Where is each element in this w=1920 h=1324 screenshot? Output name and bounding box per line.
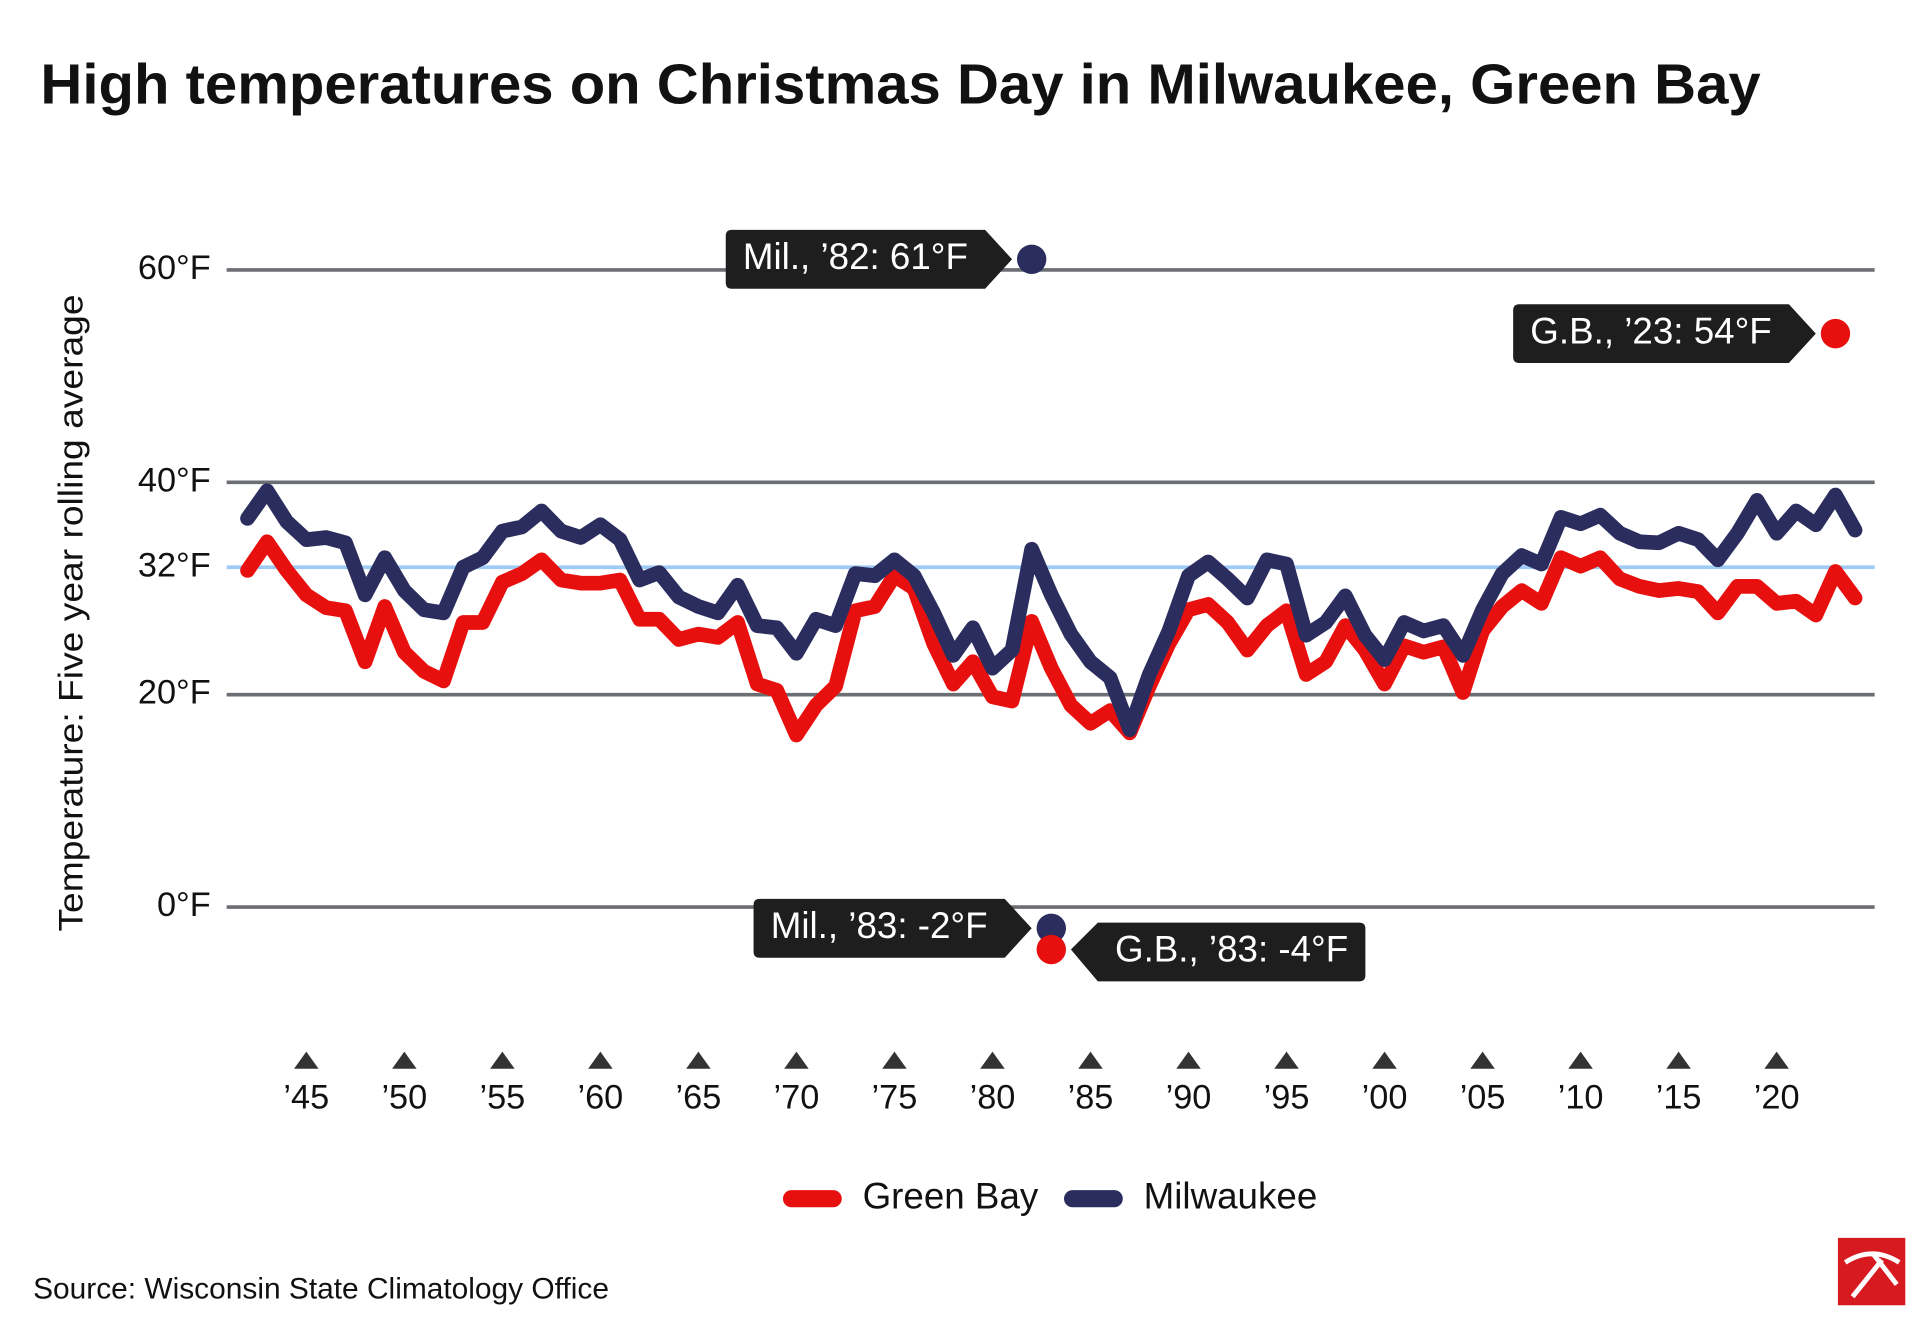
legend: Green Bay Milwaukee bbox=[782, 1175, 1318, 1216]
x-tick-mark bbox=[1568, 1051, 1593, 1069]
series-line bbox=[240, 483, 1863, 738]
x-tick-label: ’50 bbox=[381, 1078, 427, 1116]
x-tick-label: ’20 bbox=[1754, 1078, 1800, 1116]
x-tick-label: ’75 bbox=[872, 1078, 918, 1116]
series-line bbox=[240, 534, 1863, 743]
legend-label: Milwaukee bbox=[1144, 1175, 1318, 1216]
x-tick-label: ’05 bbox=[1460, 1078, 1506, 1116]
x-tick-label: ’90 bbox=[1166, 1078, 1212, 1116]
x-tick-mark bbox=[882, 1051, 907, 1069]
x-tick-mark bbox=[686, 1051, 711, 1069]
x-tick-label: ’00 bbox=[1362, 1078, 1408, 1116]
annotation-dot bbox=[1036, 913, 1066, 943]
chart-title: High temperatures on Christmas Day in Mi… bbox=[40, 52, 1761, 115]
annotation-label: Mil., ’82: 61°F bbox=[743, 236, 968, 277]
y-tick-label: 32°F bbox=[138, 546, 211, 584]
x-tick-label: ’15 bbox=[1656, 1078, 1702, 1116]
x-tick-mark bbox=[392, 1051, 417, 1069]
y-tick-label: 0°F bbox=[157, 886, 211, 924]
annotation-dot bbox=[1016, 244, 1047, 274]
source: Source: Wisconsin State Climatology Offi… bbox=[33, 1272, 609, 1305]
annotation: Mil., ’83: -2°F bbox=[753, 898, 1066, 958]
annotation: G.B., ’83: -4°F bbox=[1036, 922, 1366, 982]
y-axis-label: Temperature: Five year rolling average bbox=[53, 294, 91, 931]
annotation-dot bbox=[1820, 318, 1851, 349]
annotation-label: G.B., ’23: 54°F bbox=[1530, 310, 1771, 351]
x-tick-label: ’10 bbox=[1558, 1078, 1604, 1116]
x-tick-mark bbox=[1372, 1051, 1397, 1069]
annotation-box bbox=[1513, 304, 1816, 364]
annotation-box bbox=[1070, 922, 1366, 982]
x-tick-label: ’45 bbox=[283, 1078, 329, 1116]
annotation-box bbox=[753, 898, 1032, 958]
x-tick-mark bbox=[1176, 1051, 1201, 1069]
y-tick-label: 20°F bbox=[138, 674, 211, 712]
x-tick-mark bbox=[588, 1051, 613, 1069]
x-tick-label: ’80 bbox=[970, 1078, 1016, 1116]
x-tick-label: ’70 bbox=[774, 1078, 820, 1116]
annotation-label: Mil., ’83: -2°F bbox=[771, 905, 988, 946]
x-tick-mark bbox=[1764, 1051, 1789, 1069]
logo-icon bbox=[1843, 1251, 1901, 1299]
y-tick-label: 60°F bbox=[138, 249, 211, 287]
y-tick-label: 40°F bbox=[138, 461, 211, 499]
x-tick-mark bbox=[1666, 1051, 1691, 1069]
x-tick-mark bbox=[784, 1051, 809, 1069]
annotation: G.B., ’23: 54°F bbox=[1513, 304, 1851, 364]
annotation: Mil., ’82: 61°F bbox=[725, 229, 1047, 289]
x-tick-label: ’65 bbox=[676, 1078, 722, 1116]
x-tick-label: ’55 bbox=[479, 1078, 525, 1116]
x-tick-label: ’95 bbox=[1264, 1078, 1310, 1116]
x-tick-mark bbox=[294, 1051, 319, 1069]
logo bbox=[1837, 1237, 1906, 1306]
x-tick-label: ’60 bbox=[577, 1078, 623, 1116]
annotation-label: G.B., ’83: -4°F bbox=[1115, 929, 1348, 970]
x-tick-mark bbox=[1470, 1051, 1495, 1069]
annotation-dot bbox=[1036, 934, 1066, 965]
x-tick-mark bbox=[1078, 1051, 1103, 1069]
x-tick-mark bbox=[980, 1051, 1005, 1069]
x-tick-mark bbox=[1274, 1051, 1299, 1069]
x-tick-mark bbox=[490, 1051, 515, 1069]
annotation-box bbox=[725, 229, 1013, 289]
legend-label: Green Bay bbox=[863, 1175, 1039, 1216]
x-tick-label: ’85 bbox=[1068, 1078, 1114, 1116]
